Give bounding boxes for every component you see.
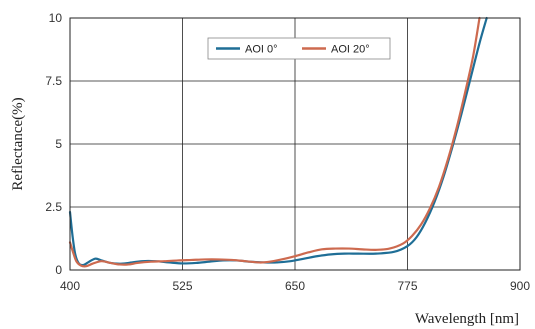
x-tick-label-3: 775 [397,279,417,293]
y-tick-label-2: 5 [55,137,62,151]
legend-label-aoi-20: AOI 20° [331,44,370,56]
series-lines [68,16,488,268]
plot-frame [69,17,521,271]
y-tick-label-1: 2.5 [45,200,62,214]
x-axis-title: Wavelength [nm] [415,311,519,327]
y-tick-label-3: 7.5 [45,74,62,88]
x-tick-label-1: 525 [172,279,192,293]
x-tick-label-4: 900 [510,279,530,293]
series-line-aoi-20 [68,16,481,268]
y-tick-label-4: 10 [49,11,63,25]
y-tick-labels: 0 2.5 5 7.5 10 [45,11,62,277]
legend: AOI 0° AOI 20° [207,37,391,60]
x-tick-label-0: 400 [60,279,80,293]
legend-box [207,37,391,60]
x-tick-labels: 400 525 650 775 900 [60,279,530,293]
y-axis-title: Reflectance(%) [10,97,26,190]
x-tick-label-2: 650 [285,279,305,293]
legend-label-aoi-0: AOI 0° [245,44,278,56]
y-tick-label-0: 0 [55,263,62,277]
